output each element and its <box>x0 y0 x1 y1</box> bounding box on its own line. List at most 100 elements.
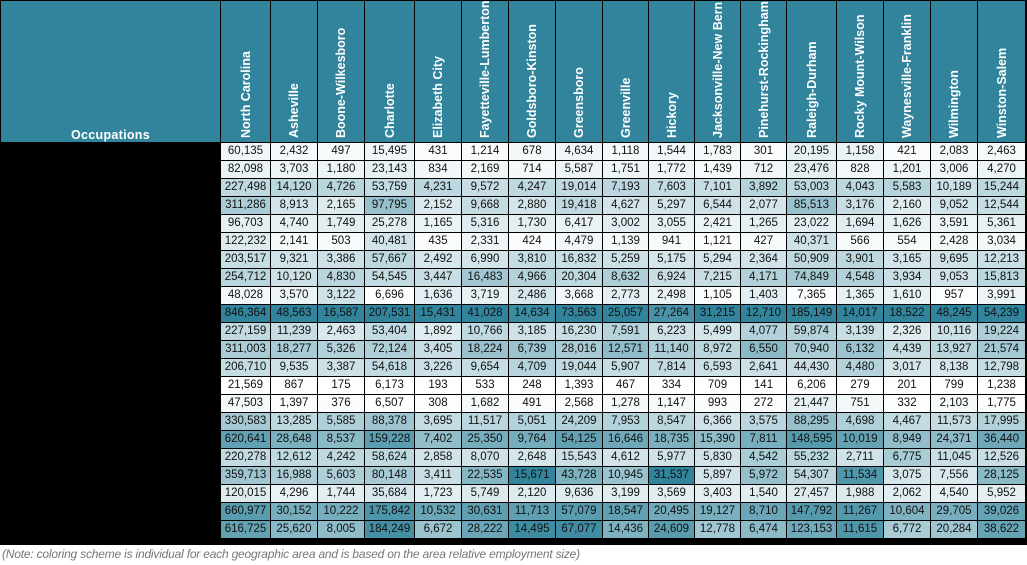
value-cell: 24,209 <box>555 412 603 431</box>
value-cell: 334 <box>648 376 695 395</box>
value-cell: 1,393 <box>555 376 603 395</box>
column-header-label: Goldsboro-Kinston <box>525 24 539 138</box>
value-cell: 23,022 <box>786 214 837 233</box>
value-cell: 28,125 <box>977 466 1026 485</box>
value-cell: 97,795 <box>364 196 415 215</box>
value-cell: 6,507 <box>364 394 415 413</box>
value-cell: 7,814 <box>648 358 695 377</box>
value-cell: 54,618 <box>364 358 415 377</box>
value-cell: 1,265 <box>740 214 787 233</box>
value-cell: 9,636 <box>555 484 603 503</box>
value-cell: 25,350 <box>461 430 509 449</box>
value-cell: 4,709 <box>508 358 556 377</box>
value-cell: 4,542 <box>740 448 787 467</box>
table-row: 227,498 14,120 4,726 53,759 4,231 9,572 4,247 1… <box>0 178 1026 197</box>
value-cell: 5,972 <box>740 466 787 485</box>
value-cell: 9,053 <box>930 268 978 287</box>
value-cell: 18,547 <box>602 502 649 521</box>
value-cell: 941 <box>648 232 695 251</box>
value-cell: 29,705 <box>930 502 978 521</box>
value-cell: 1,180 <box>317 160 365 179</box>
value-cell: 38,622 <box>977 520 1026 539</box>
column-header-waynesville-franklin: Waynesville-Franklin <box>883 0 931 143</box>
value-cell: 10,604 <box>883 502 931 521</box>
value-cell: 18,735 <box>648 430 695 449</box>
value-cell: 30,631 <box>461 502 509 521</box>
value-cell: 67,077 <box>555 520 603 539</box>
value-cell: 28,222 <box>461 520 509 539</box>
value-cell: 57,079 <box>555 502 603 521</box>
value-cell: 4,242 <box>317 448 365 467</box>
table-row: 206,710 9,535 3,387 54,618 3,226 9,654 4,709 19… <box>0 358 1026 377</box>
value-cell: 3,226 <box>414 358 462 377</box>
value-cell: 1,121 <box>694 232 741 251</box>
value-cell: 123,153 <box>786 520 837 539</box>
value-cell: 1,730 <box>508 214 556 233</box>
column-header-rocky-mount-wilson: Rocky Mount-Wilson <box>836 0 884 143</box>
value-cell: 2,492 <box>414 250 462 269</box>
value-cell: 14,017 <box>836 304 884 323</box>
value-cell: 1,105 <box>694 286 741 305</box>
value-cell: 431 <box>414 142 462 161</box>
value-cell: 9,052 <box>930 196 978 215</box>
value-cell: 6,739 <box>508 340 556 359</box>
occupation-label-cell <box>0 394 221 413</box>
value-cell: 70,940 <box>786 340 837 359</box>
value-cell: 147,792 <box>786 502 837 521</box>
value-cell: 8,547 <box>648 412 695 431</box>
value-cell: 28,016 <box>555 340 603 359</box>
value-cell: 27,457 <box>786 484 837 503</box>
value-cell: 16,832 <box>555 250 603 269</box>
value-cell: 80,148 <box>364 466 415 485</box>
value-cell: 1,403 <box>740 286 787 305</box>
value-cell: 12,612 <box>270 448 318 467</box>
value-cell: 21,447 <box>786 394 837 413</box>
value-cell: 73,563 <box>555 304 603 323</box>
value-cell: 1,397 <box>270 394 318 413</box>
value-cell: 4,270 <box>977 160 1026 179</box>
value-cell: 14,436 <box>602 520 649 539</box>
value-cell: 616,725 <box>220 520 271 539</box>
value-cell: 3,901 <box>836 250 884 269</box>
value-cell: 6,366 <box>694 412 741 431</box>
value-cell: 1,540 <box>740 484 787 503</box>
value-cell: 5,051 <box>508 412 556 431</box>
value-cell: 16,646 <box>602 430 649 449</box>
value-cell: 2,432 <box>270 142 318 161</box>
value-cell: 54,239 <box>977 304 1026 323</box>
occupation-label-cell <box>0 214 221 233</box>
value-cell: 1,278 <box>602 394 649 413</box>
value-cell: 3,575 <box>740 412 787 431</box>
value-cell: 2,648 <box>508 448 556 467</box>
value-cell: 16,587 <box>317 304 365 323</box>
value-cell: 1,772 <box>648 160 695 179</box>
value-cell: 2,103 <box>930 394 978 413</box>
value-cell: 4,612 <box>602 448 649 467</box>
employment-table: Occupations North Carolina Asheville Boone… <box>0 0 1026 539</box>
value-cell: 175,842 <box>364 502 415 521</box>
value-cell: 6,772 <box>883 520 931 539</box>
value-cell: 8,537 <box>317 430 365 449</box>
column-header-wilmington: Wilmington <box>930 0 978 143</box>
value-cell: 1,892 <box>414 322 462 341</box>
value-cell: 566 <box>836 232 884 251</box>
value-cell: 227,498 <box>220 178 271 197</box>
table-row: 330,583 13,285 5,585 88,378 3,695 11,517 5,051… <box>0 412 1026 431</box>
value-cell: 18,224 <box>461 340 509 359</box>
value-cell: 1,147 <box>648 394 695 413</box>
table-row: 47,503 1,397 376 6,507 308 1,682 491 2,568 1,278… <box>0 394 1026 413</box>
value-cell: 88,295 <box>786 412 837 431</box>
value-cell: 1,439 <box>694 160 741 179</box>
value-cell: 39,026 <box>977 502 1026 521</box>
table-row: 60,135 2,432 497 15,495 431 1,214 678 4,634 1,11… <box>0 142 1026 161</box>
column-header-raleigh-durham: Raleigh-Durham <box>786 0 837 143</box>
value-cell: 6,173 <box>364 376 415 395</box>
value-cell: 308 <box>414 394 462 413</box>
value-cell: 993 <box>694 394 741 413</box>
value-cell: 9,572 <box>461 178 509 197</box>
value-cell: 714 <box>508 160 556 179</box>
value-cell: 14,634 <box>508 304 556 323</box>
value-cell: 279 <box>836 376 884 395</box>
value-cell: 2,165 <box>317 196 365 215</box>
value-cell: 122,232 <box>220 232 271 251</box>
